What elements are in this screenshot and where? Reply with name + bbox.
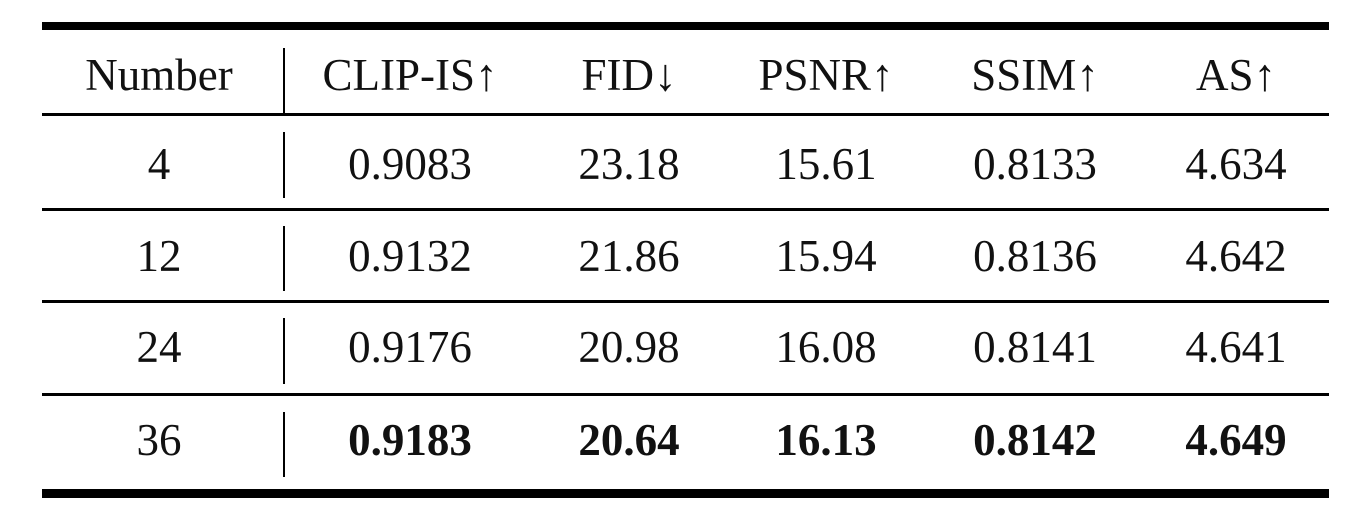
table-cell: 15.94 <box>775 231 877 281</box>
table-cell: 0.9132 <box>348 231 472 281</box>
table-header-cell: PSNR↑ <box>758 50 894 100</box>
table-header-cell: SSIM↑ <box>971 50 1099 100</box>
column-separator <box>283 132 285 198</box>
table-cell: 16.13 <box>775 415 877 465</box>
table-cell: 20.98 <box>578 322 680 372</box>
table-cell: 24 <box>136 322 182 372</box>
table-cell: 20.64 <box>578 415 680 465</box>
table-cell: 0.8142 <box>973 415 1097 465</box>
column-separator <box>283 226 285 291</box>
column-separator <box>283 318 285 384</box>
table-cell: 0.8141 <box>973 322 1097 372</box>
table-header-cell: Number <box>85 50 233 100</box>
table-cell: 15.61 <box>775 139 877 189</box>
table-cell: 0.8136 <box>973 231 1097 281</box>
table-cell: 4.641 <box>1185 322 1287 372</box>
table-header-cell: AS↑ <box>1195 50 1277 100</box>
table-cell: 0.9183 <box>348 415 472 465</box>
table-cell: 23.18 <box>578 139 680 189</box>
table-row-rule <box>42 393 1329 396</box>
table-cell: 4.634 <box>1185 139 1287 189</box>
table-row-rule <box>42 300 1329 303</box>
table-cell: 4 <box>147 139 171 189</box>
table-cell: 0.8133 <box>973 139 1097 189</box>
table-row-rule <box>42 208 1329 211</box>
table-cell: 21.86 <box>578 231 680 281</box>
table-row-rule <box>42 113 1329 116</box>
column-separator <box>283 412 285 477</box>
table-cell: 0.9176 <box>348 322 472 372</box>
table-cell: 4.649 <box>1185 415 1287 465</box>
table-cell: 16.08 <box>775 322 877 372</box>
table-header-cell: FID↓ <box>581 50 677 100</box>
table-cell: 12 <box>136 231 182 281</box>
table-header-cell: CLIP-IS↑ <box>322 50 498 100</box>
table-cell: 0.9083 <box>348 139 472 189</box>
column-separator <box>283 48 285 114</box>
table-top-rule <box>42 22 1329 30</box>
table-bottom-rule <box>42 489 1329 498</box>
table-cell: 36 <box>136 415 182 465</box>
table-cell: 4.642 <box>1185 231 1287 281</box>
results-table: Number CLIP-IS↑ FID↓ PSNR↑ SSIM↑ AS↑ 4 0.9083 23… <box>42 22 1329 499</box>
